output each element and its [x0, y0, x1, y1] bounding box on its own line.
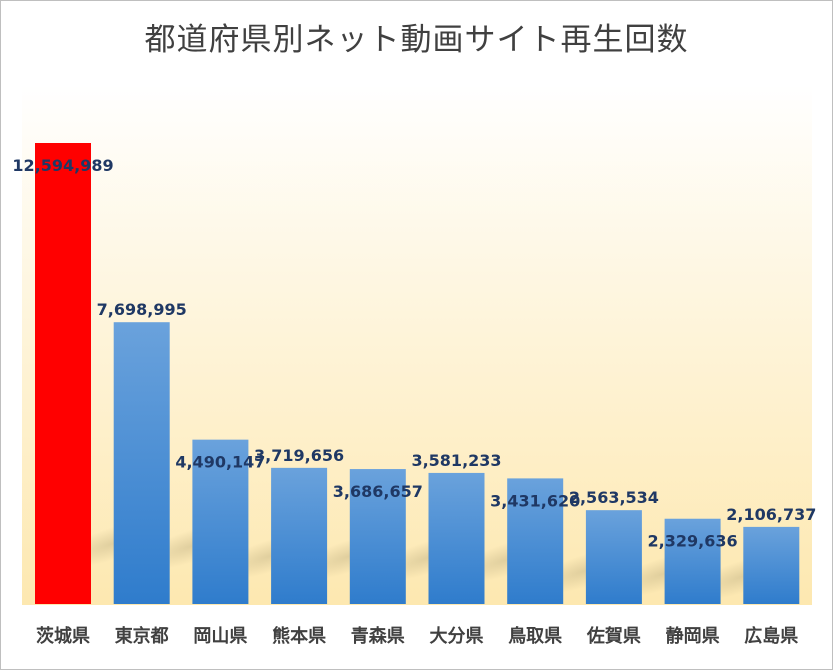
bar-2 — [113, 322, 170, 604]
value-label-9: 2,329,636 — [648, 532, 738, 551]
bar-10 — [743, 526, 800, 604]
value-label-1: 12,594,989 — [12, 156, 113, 175]
chart-title: 都道府県別ネット動画サイト再生回数 — [144, 22, 689, 58]
bars — [35, 143, 800, 604]
bar-5 — [349, 469, 406, 604]
value-label-8: 2,563,534 — [569, 488, 659, 507]
value-label-3: 4,490,147 — [175, 453, 265, 472]
bar-9 — [664, 518, 721, 604]
category-label-8: 佐賀県 — [586, 625, 641, 647]
category-label-5: 青森県 — [351, 625, 405, 647]
value-label-10: 2,106,737 — [726, 505, 816, 524]
category-label-4: 熊本県 — [272, 625, 326, 647]
bar-3 — [192, 439, 249, 604]
value-label-5: 3,686,657 — [333, 482, 423, 501]
category-label-6: 大分県 — [430, 625, 484, 647]
bar-6 — [428, 472, 485, 604]
value-label-7: 3,431,620 — [490, 491, 580, 510]
category-label-7: 鳥取県 — [508, 625, 562, 647]
category-label-2: 東京都 — [115, 625, 169, 647]
bar-7 — [507, 478, 564, 604]
value-label-6: 3,581,233 — [411, 451, 501, 470]
category-label-9: 静岡県 — [666, 625, 720, 647]
category-label-3: 岡山県 — [193, 626, 247, 647]
bar-8 — [585, 510, 642, 604]
value-label-2: 7,698,995 — [97, 300, 187, 319]
category-labels: 茨城県 東京都 岡山県 熊本県 青森県 大分県 鳥取県 佐賀県 静岡県 広島県 — [36, 625, 798, 647]
category-label-1: 茨城県 — [36, 625, 90, 647]
value-label-4: 3,719,656 — [254, 446, 344, 465]
bar-4 — [271, 467, 328, 604]
category-label-10: 広島県 — [744, 625, 798, 647]
bar-1 — [35, 143, 91, 604]
